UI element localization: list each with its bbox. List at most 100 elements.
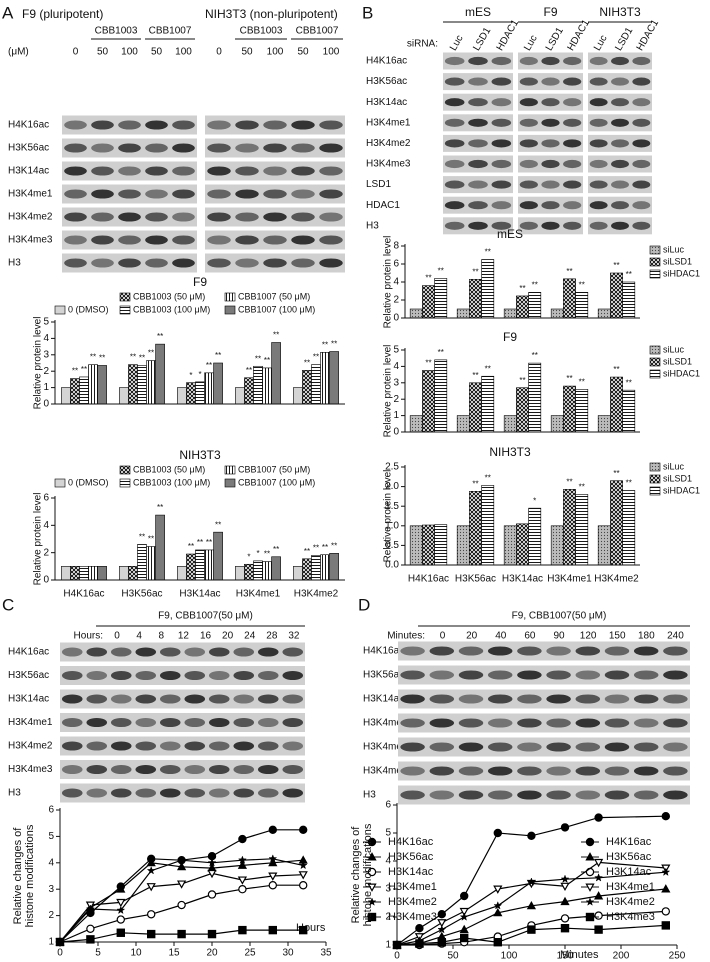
blot-band — [208, 741, 230, 751]
lane-label: LSD1 — [471, 25, 493, 53]
marker — [594, 925, 603, 934]
y-tick-label: 2 — [393, 295, 399, 306]
blot-band — [64, 120, 87, 130]
blot-band — [491, 56, 512, 66]
blot-band — [91, 212, 114, 222]
blot-band — [207, 258, 231, 268]
blot-band — [64, 235, 87, 245]
x-tick-label: 15 — [168, 948, 180, 959]
blot-band — [444, 221, 465, 230]
marker — [493, 937, 503, 947]
unit-label: (μM) — [8, 47, 29, 58]
x-tick-label: 25 — [244, 948, 256, 959]
legend-marker — [585, 912, 595, 922]
blot-band — [61, 670, 83, 681]
chart-title: mES — [497, 227, 523, 241]
blot-band — [257, 764, 279, 775]
lane-label: LSD1 — [544, 25, 566, 53]
blot-band — [519, 77, 538, 86]
blot-band — [257, 741, 279, 751]
lane-label: 28 — [266, 631, 278, 642]
blot-band — [517, 694, 542, 704]
blot-band — [91, 166, 114, 176]
blot-band — [235, 143, 259, 153]
bar — [516, 523, 529, 566]
legend-swatch — [54, 478, 66, 488]
y-axis-label: Relative protein level — [33, 493, 44, 586]
legend-swatch — [224, 478, 236, 488]
significance: ** — [215, 351, 221, 360]
bar — [320, 554, 330, 581]
marker — [116, 905, 126, 915]
y-tick-label: 1 — [43, 382, 49, 393]
bar — [253, 560, 263, 581]
y-tick-label: 5 — [393, 345, 399, 356]
significance: ** — [425, 359, 431, 368]
x-tick-label: H3K4me2 — [294, 589, 339, 600]
significance: ** — [532, 280, 538, 289]
blot-band — [118, 189, 141, 199]
blot-band — [319, 143, 343, 153]
blot-band — [519, 118, 538, 127]
significance: ** — [472, 371, 478, 380]
legend-label: CBB1007 (50 μM) — [238, 291, 310, 301]
marker — [298, 871, 308, 880]
y-tick-label: 5 — [48, 831, 54, 842]
blot-band — [118, 166, 141, 176]
legend-swatch — [649, 369, 661, 379]
bar — [311, 364, 321, 405]
bar — [597, 525, 611, 566]
bar — [119, 387, 129, 405]
blot-band — [519, 159, 538, 169]
blot-row-label: LSD1 — [366, 179, 391, 190]
blot-band — [208, 694, 230, 704]
chart-title: F9 — [193, 275, 207, 289]
blot-band — [118, 235, 141, 245]
blot-band — [563, 56, 582, 66]
bar — [563, 489, 576, 566]
bar — [61, 387, 71, 405]
bar — [550, 525, 564, 566]
bar — [550, 308, 564, 319]
lane-label: Luc — [522, 33, 540, 52]
blot-band — [64, 143, 87, 153]
bar — [610, 272, 623, 319]
blot-band — [172, 235, 195, 245]
bar — [563, 278, 576, 319]
blot-band — [632, 56, 651, 66]
significance: ** — [613, 365, 619, 374]
y-tick-label: 1.0 — [385, 520, 399, 531]
blot-band — [118, 258, 141, 268]
marker — [146, 866, 156, 875]
significance: ** — [579, 483, 585, 492]
blot-band — [207, 120, 231, 130]
blot-band — [458, 718, 484, 728]
significance: ** — [626, 378, 632, 387]
legend-label: H4K16ac — [606, 836, 652, 848]
y-tick-label: 5 — [43, 317, 49, 328]
blot-band — [458, 790, 484, 800]
marker — [207, 929, 217, 939]
blot-band — [291, 235, 315, 245]
legend-swatch — [224, 292, 236, 302]
marker — [146, 883, 156, 892]
blot-strip — [60, 642, 305, 662]
blot-band — [517, 646, 542, 656]
blot-band — [541, 221, 560, 230]
blot-band — [282, 764, 304, 775]
blot-band — [563, 159, 582, 169]
blot-band — [491, 159, 512, 169]
bar — [293, 566, 303, 581]
blot-band — [400, 742, 425, 752]
blot-row-label: H3 — [8, 258, 21, 269]
blot-band — [563, 180, 582, 189]
significance: ** — [157, 332, 163, 341]
marker — [560, 896, 570, 906]
blot-band — [91, 120, 114, 130]
blot-band — [604, 742, 630, 752]
blot-band — [400, 790, 425, 800]
marker — [459, 912, 469, 921]
blot-strip — [398, 665, 690, 685]
blot-band — [468, 221, 488, 230]
blot-band — [458, 766, 484, 776]
